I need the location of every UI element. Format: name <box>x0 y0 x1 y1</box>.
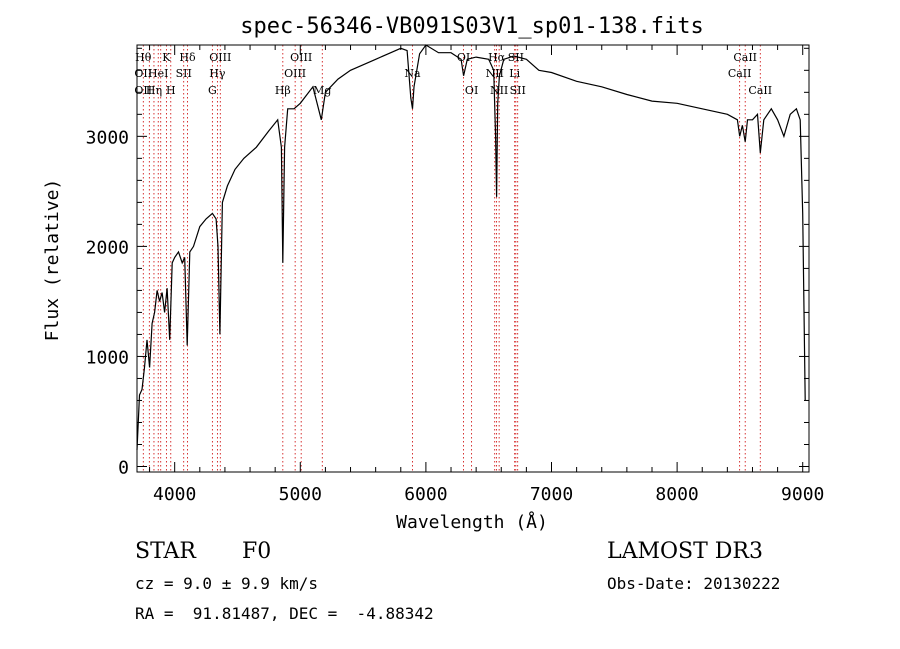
obs-date-text: Obs-Date: 20130222 <box>607 574 781 593</box>
object-subclass: F0 <box>242 539 272 564</box>
line-marker-label: OIII <box>209 51 231 64</box>
x-tick-label: 4000 <box>153 484 196 505</box>
line-marker-label: Li <box>509 67 520 80</box>
line-marker-label: CaII <box>748 84 772 97</box>
line-marker-label: Hδ <box>179 51 196 64</box>
x-axis-label: Wavelength (Å) <box>396 511 548 533</box>
line-marker-label: SII <box>508 51 524 64</box>
radec-text: RA = 91.81487, DEC = -4.88342 <box>135 604 434 623</box>
line-markers <box>142 45 761 472</box>
line-marker-label: G <box>208 84 217 97</box>
object-class: STAR <box>135 539 196 564</box>
y-tick-label: 1000 <box>86 347 129 368</box>
x-axis-ticks: 4000 5000 6000 7000 8000 9000 <box>149 45 824 505</box>
line-marker-label: Hη <box>146 84 162 97</box>
line-marker-label: SII <box>176 67 192 80</box>
x-tick-label: 6000 <box>404 484 447 505</box>
line-marker-label: CaII <box>733 51 757 64</box>
line-marker-labels: HθOIIOIIHηHeIKHSIIHδGHγOIIIHβOIIIOIIIMgN… <box>134 51 772 97</box>
line-marker-label: OIII <box>290 51 312 64</box>
y-tick-label: 3000 <box>86 127 129 148</box>
line-marker-label: K <box>162 51 171 64</box>
line-marker-label: CaII <box>728 67 752 80</box>
x-tick-label: 7000 <box>530 484 573 505</box>
x-tick-label: 8000 <box>655 484 698 505</box>
survey-name: LAMOST DR3 <box>607 539 763 564</box>
line-marker-label: OII <box>134 84 152 97</box>
redshift-text: cz = 9.0 ± 9.9 km/s <box>135 574 319 593</box>
line-marker-label: Hθ <box>135 51 152 64</box>
y-axis-ticks: 0 1000 2000 3000 <box>86 47 809 478</box>
x-tick-label: 9000 <box>781 484 824 505</box>
y-tick-label: 0 <box>118 457 129 478</box>
line-marker-label: OI <box>465 84 478 97</box>
x-tick-label: 5000 <box>279 484 322 505</box>
line-marker-label: Mg <box>313 84 331 97</box>
line-marker-label: Hα <box>488 51 506 64</box>
spectrum-line <box>136 44 806 451</box>
line-marker-label: OIII <box>284 67 306 80</box>
plot-frame <box>136 44 810 473</box>
chart-title: spec-56346-VB091S03V1_sp01-138.fits <box>240 14 704 39</box>
y-tick-label: 2000 <box>86 237 129 258</box>
line-marker-label: H <box>166 84 176 97</box>
line-marker-label: SII <box>510 84 526 97</box>
y-axis-label: Flux (relative) <box>42 179 63 342</box>
line-marker-label: HeI <box>148 67 168 80</box>
line-marker-label: Hγ <box>209 67 226 80</box>
line-marker-label: Na <box>404 67 421 80</box>
line-marker-label: Hβ <box>275 84 291 97</box>
